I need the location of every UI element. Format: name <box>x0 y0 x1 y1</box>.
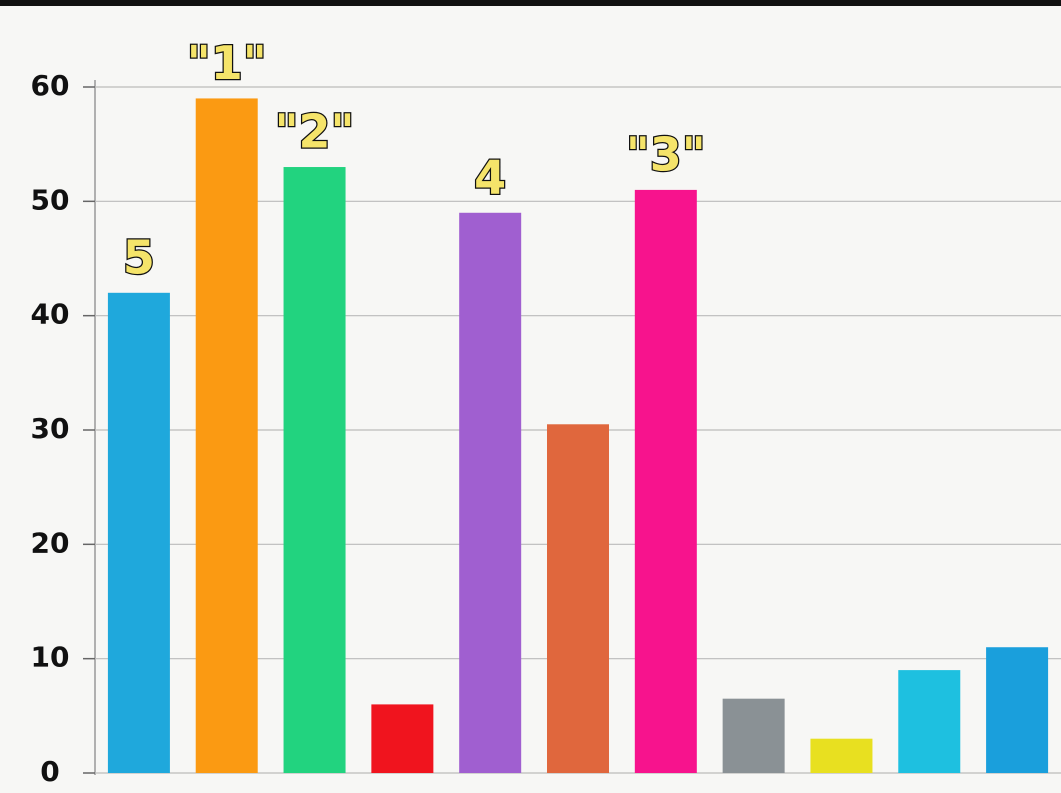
y-tick-label: 60 <box>31 69 70 102</box>
bar <box>634 189 697 773</box>
y-tick-label: 30 <box>31 412 70 445</box>
bar <box>459 212 522 773</box>
bar <box>722 698 785 773</box>
bar <box>195 98 258 773</box>
y-tick-label: 50 <box>31 183 70 216</box>
y-tick-label: 0 <box>40 755 59 788</box>
rank-label: "1" <box>187 36 267 90</box>
y-tick-label: 10 <box>31 641 70 674</box>
bar <box>898 670 961 773</box>
bar <box>283 167 346 774</box>
bar <box>107 292 170 773</box>
y-tick-label: 20 <box>31 526 70 559</box>
rank-label: 5 <box>123 230 155 284</box>
rank-label: "3" <box>626 127 706 181</box>
rank-label: "2" <box>275 105 355 159</box>
bar <box>986 647 1049 773</box>
bar <box>547 424 609 773</box>
rank-label: 4 <box>474 150 506 204</box>
bar <box>371 704 434 773</box>
top-edge <box>0 0 1061 6</box>
bar <box>810 738 873 773</box>
y-tick-label: 40 <box>31 298 70 331</box>
